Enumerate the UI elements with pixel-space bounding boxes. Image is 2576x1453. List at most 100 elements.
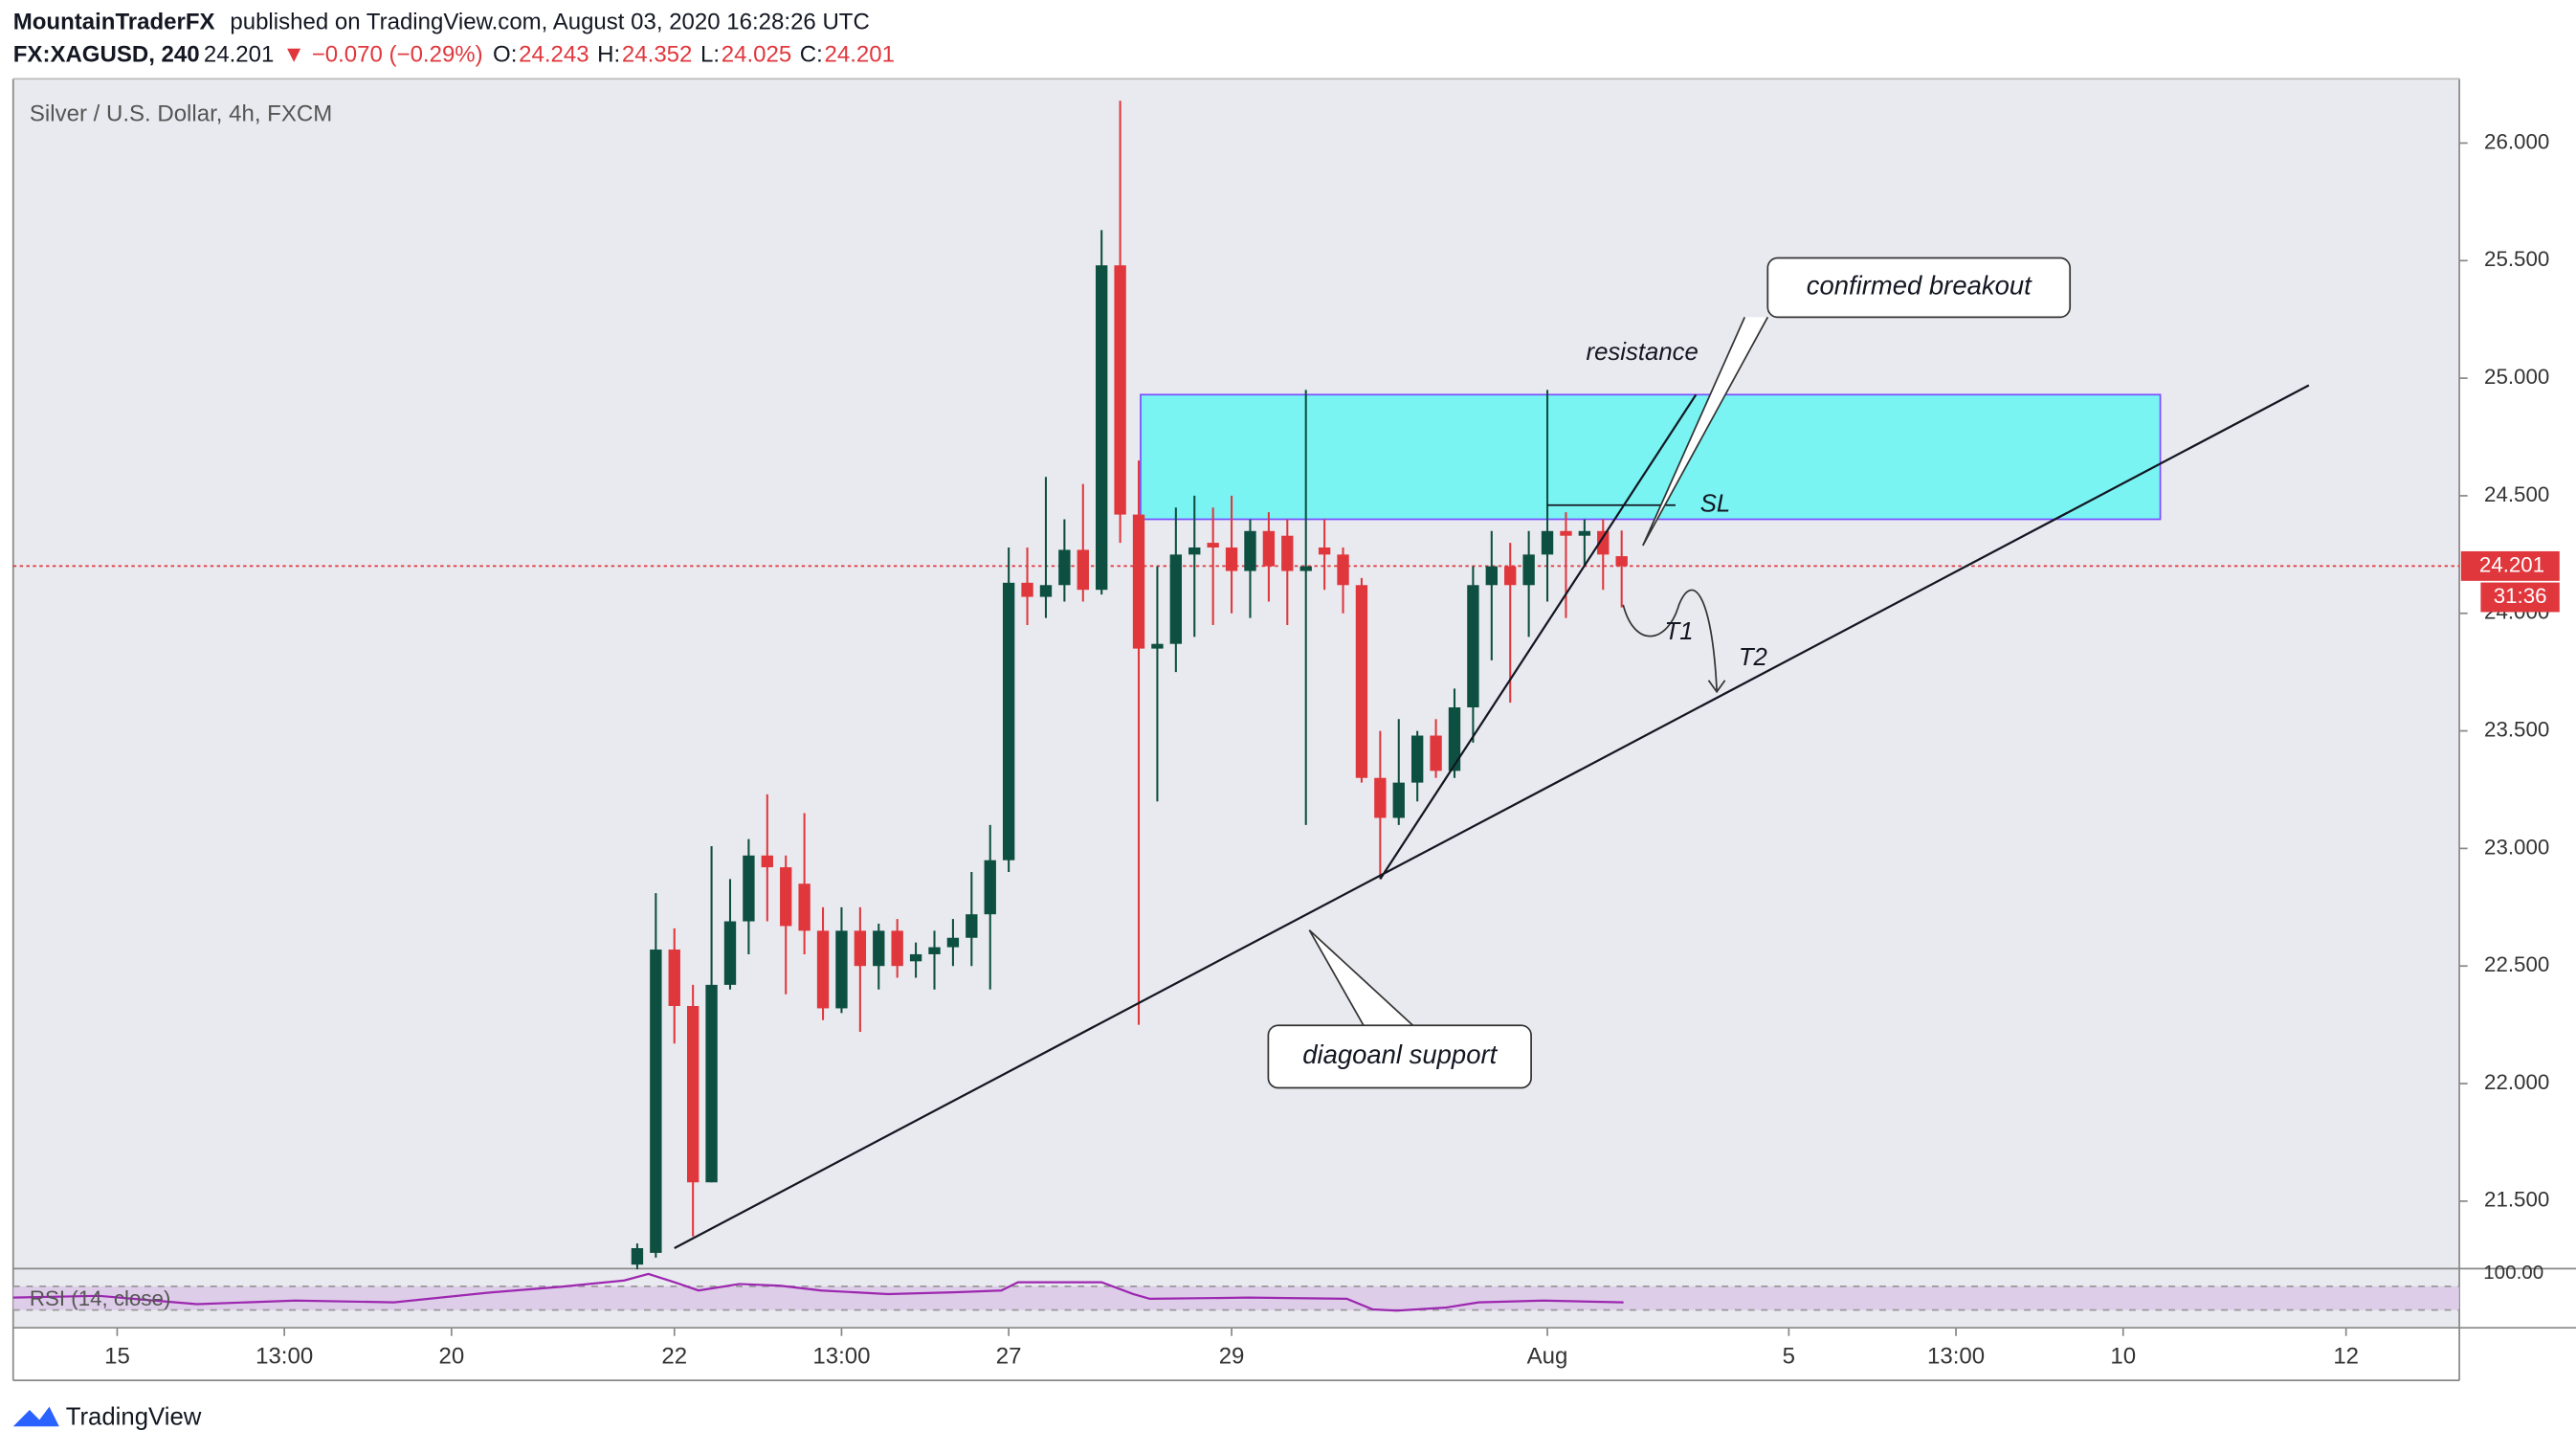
target-path [1622,589,1718,691]
candle-body [1188,547,1201,555]
candle-body [650,950,662,1253]
candle-body [668,950,680,1006]
y-tick-label: 25.500 [2484,247,2549,271]
candle-body [1541,530,1554,555]
candle-body [1504,566,1517,586]
quote-key: O: [493,42,517,68]
x-tick-label: 10 [2110,1343,2136,1369]
plot-area [12,78,2460,1269]
candle-body [1615,556,1628,567]
y-tick-label: 25.000 [2484,365,2549,389]
published: published on TradingView.com, August 03,… [230,9,869,34]
candle-body [1467,585,1479,708]
candle-body [1485,566,1498,586]
quote-value: 24.025 [722,42,791,68]
chart-title: Silver / U.S. Dollar, 4h, FXCM [30,101,332,127]
candle-body [928,947,941,954]
candle-body [909,953,922,962]
candle-body [1522,554,1535,586]
candle-body [1430,735,1442,771]
candle-body [1374,777,1387,818]
x-tick-label: 15 [104,1343,130,1369]
target-label: T1 [1665,618,1694,645]
candle-body [1151,643,1164,649]
candle-body [798,883,811,931]
change: ▼ −0.070 (−0.29%) [282,42,482,68]
candle-body [1225,547,1238,571]
y-tick-label: 22.500 [2484,952,2549,976]
candle-body [1318,547,1331,555]
y-tick-label: 23.500 [2484,717,2549,741]
candle-body [1169,554,1183,644]
logo: TradingView [12,1403,202,1430]
y-tick-label: 26.000 [2484,129,2549,153]
publisher: MountainTraderFX [13,9,215,34]
candle-body [1114,265,1126,515]
callout-pointer [1308,929,1414,1026]
trendline [1379,393,1698,880]
candle-body [816,930,830,1009]
y-tick-label: 24.500 [2484,482,2549,506]
arrow-head [1707,680,1726,694]
candle-body [873,930,885,967]
last-price-label: 24.201 [2479,552,2544,576]
x-tick-label: 20 [438,1343,464,1369]
callout-pointer [1642,316,1769,547]
plot-layer: 21.50022.00022.50023.00023.50024.00024.5… [12,101,2560,1369]
last-price-box [2460,550,2560,581]
candle-body [631,1248,644,1265]
callout-text: diagoanl support [1302,1039,1498,1069]
candle-body [1281,535,1294,571]
x-tick-label: Aug [1527,1343,1568,1369]
quote-value: 24.352 [622,42,692,68]
candle-body [1207,543,1219,548]
footer-brand: TradingView [66,1403,202,1430]
x-tick-label: 13:00 [255,1343,313,1369]
candle-body [1132,514,1145,649]
y-tick-label: 23.000 [2484,835,2549,859]
candle-body [1002,582,1015,861]
candle-body [854,930,867,967]
candle-body [1560,530,1572,536]
candle-body [891,930,903,967]
symbol: FX:XAGUSD, 240 [13,42,200,68]
y-tick-label: 21.500 [2484,1188,2549,1212]
candle-body [686,1005,700,1183]
x-tick-label: 13:00 [812,1343,870,1369]
x-tick-label: 29 [1219,1343,1245,1369]
candle-body [1448,707,1461,771]
quote-key: H: [597,42,620,68]
candle-body [1578,530,1591,536]
quote-key: C: [800,42,823,68]
candle-body [761,855,773,868]
rsi-line [12,1272,1624,1312]
x-tick-label: 22 [661,1343,687,1369]
x-tick-label: 12 [2333,1343,2359,1369]
candle-body [1392,782,1405,818]
rsi-title: RSI (14, close) [30,1286,170,1310]
last-price: 24.201 [204,42,274,68]
candle-body [966,914,978,938]
candle-body [723,921,737,985]
candle-body [1299,566,1312,571]
candle-body [1244,530,1256,571]
candle-body [1039,585,1053,597]
candle-body [1355,585,1368,778]
quote-value: 24.243 [519,42,588,68]
callout-text: confirmed breakout [1807,271,2032,301]
candle-body [1077,549,1089,591]
candle-body [705,984,718,1183]
candle-body [1021,582,1033,597]
candle-body [780,867,792,927]
rsi-tick-label: 100.00 [2483,1262,2543,1284]
candle-body [1597,530,1610,555]
quote-value: 24.201 [825,42,895,68]
trendline [674,384,2310,1249]
candle-body [1262,530,1276,567]
quote-key: L: [700,42,720,68]
candle-body [835,930,848,1009]
candle-body [1058,549,1071,586]
candle-body [984,860,996,915]
callout-box [1766,257,2072,319]
